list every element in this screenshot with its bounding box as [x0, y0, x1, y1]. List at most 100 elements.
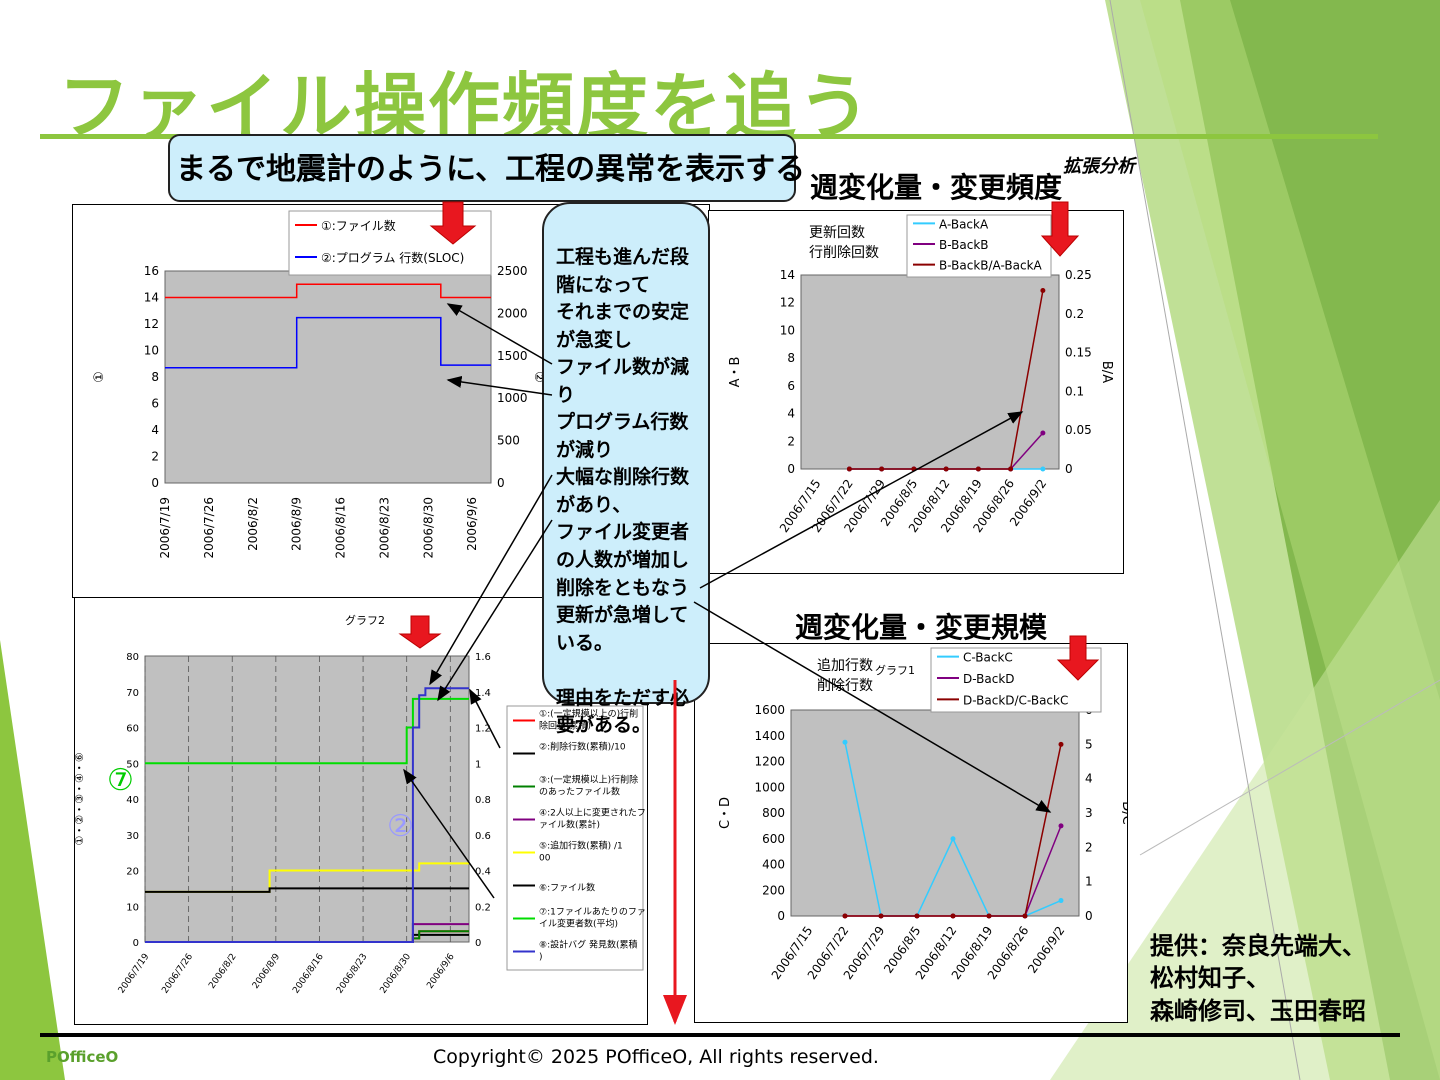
extended-analysis-label: 拡張分析	[1063, 156, 1135, 177]
y2-tick-label: 0	[1065, 462, 1073, 476]
legend-label: C-BackC	[963, 651, 1013, 665]
y2-axis-label: D/C	[1119, 801, 1127, 824]
legend-label: イル変更者数(平均)	[539, 918, 618, 930]
data-point	[878, 913, 884, 919]
y2-tick-label: 1.2	[475, 724, 491, 735]
legend-label: ②:プログラム 行数(SLOC)	[321, 250, 464, 265]
y-tick-label: 6	[151, 397, 159, 411]
x-tick-label: 2006/8/23	[377, 497, 391, 559]
chart-panel-change-frequency: 0 2 4 6 8 10 12 14 0 0.05 0.1 0.15 0.2 0.25 2006/7/15 2…	[708, 210, 1124, 574]
center-note-callout: 工程も進んだ段階になって それまでの安定が急変し ファイル数が減り プログラム行…	[542, 202, 710, 736]
y-tick-label: 50	[126, 759, 139, 770]
y2-tick-label: 0.05	[1065, 423, 1092, 437]
annotation-label: ②	[387, 809, 414, 844]
y2-tick-label: 0.25	[1065, 268, 1092, 282]
data-point	[950, 913, 956, 919]
legend-label: ⑥:ファイル数	[539, 882, 595, 894]
y2-tick-label: 0.1	[1065, 384, 1084, 398]
y2-tick-label: 1.4	[475, 688, 491, 699]
y-tick-label: 20	[126, 867, 139, 878]
y-tick-label: 10	[126, 902, 139, 913]
y2-tick-label: 2000	[497, 306, 528, 320]
legend-label: ①:ファイル数	[321, 218, 396, 233]
data-point	[1040, 430, 1046, 436]
y2-tick-label: 0.2	[1065, 307, 1084, 321]
y-tick-label: 6	[787, 379, 795, 393]
x-tick-label: 2006/8/23	[335, 952, 370, 996]
credit-line: 提供：奈良先端大、	[1150, 932, 1366, 960]
y2-tick-label: 1500	[497, 349, 528, 363]
data-point	[943, 466, 949, 472]
y-tick-label: 2	[787, 434, 795, 448]
y-tick-label: 14	[780, 268, 795, 282]
y2-tick-label: 500	[497, 434, 520, 448]
y2-tick-label: 4	[1085, 772, 1093, 786]
data-point	[879, 466, 885, 472]
credit-line: 森崎修司、玉田春昭	[1150, 996, 1366, 1025]
legend-label: ②:削除行数(累積)/10	[539, 741, 626, 753]
y-title-line: 削除行数	[817, 678, 873, 694]
y-tick-label: 30	[126, 831, 139, 842]
series-line	[165, 316, 491, 369]
chart-panel-change-scale: 0200400600800100012001400160001234562006…	[694, 643, 1134, 1023]
y-tick-label: 1400	[754, 729, 785, 743]
series-line	[145, 697, 469, 765]
x-tick-label: 2006/8/30	[378, 952, 413, 996]
x-tick-label: 2006/9/6	[465, 497, 479, 551]
x-tick-label: 2006/8/16	[334, 497, 348, 559]
y-tick-label: 8	[787, 351, 795, 365]
y-tick-label: 10	[144, 344, 159, 358]
y-tick-label: 0	[777, 909, 785, 923]
x-tick-label: 2006/7/19	[158, 497, 172, 559]
y-tick-label: 10	[780, 323, 795, 337]
y-title-line: 行削除回数	[809, 245, 879, 261]
y2-tick-label: 3	[1085, 806, 1093, 820]
y-axis-label: C・D	[718, 797, 733, 829]
legend-box	[906, 214, 1052, 278]
data-point	[1058, 898, 1064, 904]
x-tick-label: 2006/7/26	[160, 952, 195, 996]
brand-logo: POfficeO	[46, 1048, 119, 1066]
y2-axis-label: ②	[531, 371, 546, 383]
credit-line: 松村知子、	[1150, 964, 1270, 993]
y2-tick-label: 1.6	[475, 652, 491, 663]
legend-label: 00	[539, 854, 551, 864]
y-tick-label: 12	[780, 296, 795, 310]
y-tick-label: 1600	[754, 703, 785, 717]
y-tick-label: 0	[133, 938, 139, 949]
y2-tick-label: 0.4	[475, 867, 491, 878]
chart-file-count: 0 2 4 6 8 10 12 14 16 0 500 1000 1500 2000 2500 2006/7/…	[92, 210, 546, 559]
x-tick-label: 2006/8/2	[207, 952, 238, 991]
y-tick-label: 2	[151, 450, 159, 464]
legend-label: A-BackA	[939, 217, 989, 231]
data-point	[1040, 288, 1046, 294]
legend-label: ァイル数(累計)	[539, 819, 600, 831]
y2-tick-label: 5	[1085, 737, 1093, 751]
x-tick-label: 2006/7/19	[117, 952, 152, 996]
data-point	[842, 913, 848, 919]
legend-label: D-BackD/C-BackC	[963, 693, 1068, 707]
y2-tick-label: 0.8	[475, 795, 491, 806]
data-point	[986, 913, 992, 919]
y2-tick-label: 0.2	[475, 902, 491, 913]
x-tick-label: 2006/8/16	[291, 952, 326, 996]
legend-label: B-BackB/A-BackA	[939, 259, 1043, 273]
y-axis-label: ①・②・③・④・⑥	[75, 752, 86, 845]
y-tick-label: 1000	[754, 780, 785, 794]
data-point	[1040, 466, 1046, 472]
legend-box	[506, 705, 644, 971]
data-point	[950, 836, 956, 842]
legend-label: B-BackB	[939, 238, 989, 252]
banner-callout: まるで地震計のように、工程の異常を表示する	[168, 134, 805, 202]
legend-label: のあったファイル数	[539, 786, 620, 798]
y-tick-label: 60	[126, 724, 139, 735]
y2-tick-label: 2	[1085, 840, 1093, 854]
x-tick-label: 2006/7/26	[202, 497, 216, 559]
y-tick-label: 600	[762, 832, 785, 846]
y-axis-label: ①	[92, 371, 107, 383]
data-point	[1058, 823, 1064, 829]
y-tick-label: 40	[126, 795, 139, 806]
plot-area	[790, 709, 1080, 917]
data-point	[1058, 741, 1064, 747]
y-tick-label: 400	[762, 858, 785, 872]
